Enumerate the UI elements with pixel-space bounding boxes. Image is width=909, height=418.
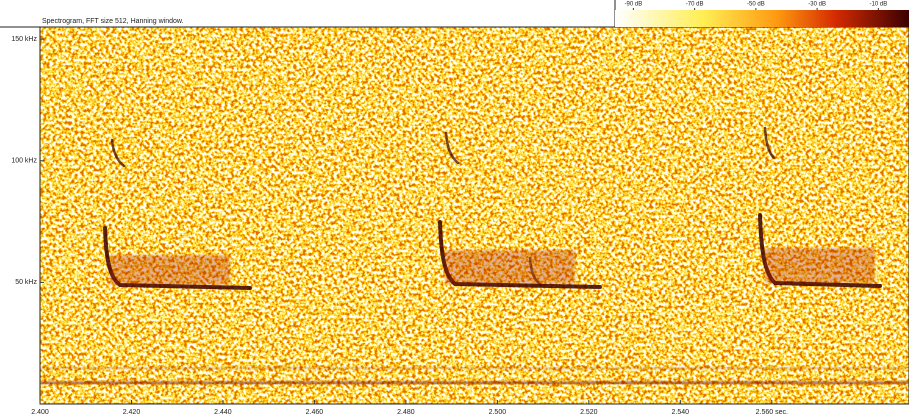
x-tick-label: 2.460 xyxy=(306,409,324,416)
call-energy xyxy=(110,248,875,285)
x-tick-label: 2.440 xyxy=(214,409,232,416)
x-tick-label: 2.480 xyxy=(397,409,415,416)
colorbar-tick-label: -50 dB xyxy=(747,2,765,8)
spectrogram-image xyxy=(40,27,909,404)
bands xyxy=(40,367,909,385)
y-tick-label: 150 kHz xyxy=(11,36,37,43)
x-tick-label: 2.500 xyxy=(489,409,507,416)
x-tick-label: 2.540 xyxy=(672,409,690,416)
chart-title: Spectrogram, FFT size 512, Hanning windo… xyxy=(42,18,184,25)
x-tick-label: 2.400 xyxy=(31,409,49,416)
noise-texture xyxy=(40,27,909,404)
colorbar-tick-label: -30 dB xyxy=(808,2,826,8)
colorbar xyxy=(615,10,909,27)
colorbar-tick-label: -90 dB xyxy=(625,2,643,8)
y-tick-label: 100 kHz xyxy=(11,158,37,165)
x-tick-label: 2.560 sec. xyxy=(756,409,788,416)
colorbar-tick-label: -10 dB xyxy=(870,2,888,8)
colorbar-tick-label: -70 dB xyxy=(686,2,704,8)
y-tick-label: 50 kHz xyxy=(15,279,37,286)
x-tick-label: 2.420 xyxy=(123,409,141,416)
x-tick-label: 2.520 xyxy=(580,409,598,416)
